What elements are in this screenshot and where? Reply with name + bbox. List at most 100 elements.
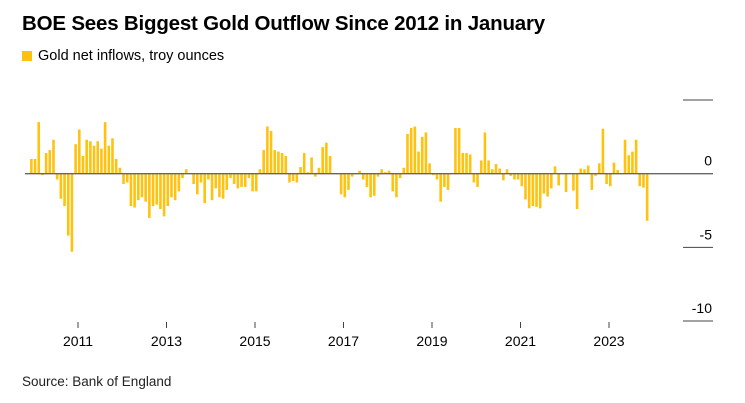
- bar: [387, 170, 391, 174]
- bar: [59, 173, 63, 199]
- bar: [85, 139, 88, 174]
- bar: [144, 173, 147, 202]
- bar: [125, 173, 129, 183]
- bar: [623, 139, 627, 174]
- bar: [597, 163, 601, 174]
- bar: [420, 136, 424, 174]
- bar: [162, 173, 166, 217]
- bar: [159, 173, 162, 210]
- bar: [203, 173, 206, 204]
- bar: [196, 173, 199, 195]
- bar: [310, 157, 313, 174]
- x-tick-label: 2017: [328, 333, 359, 349]
- x-tick-label: 2021: [505, 333, 536, 349]
- bar: [70, 173, 74, 252]
- bar: [395, 173, 398, 198]
- bar: [151, 173, 155, 207]
- bar: [269, 130, 273, 174]
- bar: [214, 173, 218, 189]
- bar: [586, 165, 590, 174]
- bar: [343, 173, 347, 198]
- bar: [184, 169, 188, 174]
- bar: [321, 147, 324, 174]
- bar: [255, 173, 258, 192]
- bar: [424, 132, 428, 174]
- bar: [288, 173, 291, 183]
- bar: [262, 150, 265, 174]
- bar: [369, 173, 372, 198]
- bar: [612, 162, 616, 174]
- bar: [232, 173, 236, 184]
- bar: [579, 168, 583, 174]
- bar: [468, 154, 472, 174]
- bar: [542, 173, 546, 194]
- bar: [454, 127, 457, 174]
- bar: [634, 139, 638, 174]
- legend: Gold net inflows, troy ounces: [22, 48, 224, 64]
- bar: [487, 160, 490, 174]
- bar: [365, 173, 369, 187]
- bar: [520, 173, 524, 187]
- bar: [221, 173, 225, 199]
- bar: [476, 173, 479, 187]
- bar: [509, 173, 513, 176]
- bar: [498, 168, 501, 174]
- bar: [531, 173, 535, 207]
- bar: [44, 153, 48, 174]
- source-note: Source: Bank of England: [22, 374, 172, 389]
- x-tick-label: 2013: [151, 333, 182, 349]
- bar: [118, 167, 122, 174]
- bar: [538, 173, 542, 209]
- bar: [483, 132, 487, 174]
- bar: [170, 173, 173, 198]
- bar: [465, 153, 468, 174]
- bar: [52, 139, 55, 174]
- bar: [575, 173, 579, 210]
- bar: [317, 167, 321, 174]
- bar: [557, 173, 560, 186]
- y-tick-label: -5: [700, 226, 713, 242]
- bar: [78, 129, 81, 174]
- bar: [277, 151, 280, 174]
- bar: [505, 169, 509, 174]
- bar: [148, 173, 151, 218]
- bar: [273, 150, 277, 174]
- bar: [133, 173, 136, 208]
- bar: [314, 173, 317, 177]
- bar: [96, 141, 100, 174]
- bar: [100, 148, 103, 174]
- bar: [572, 173, 575, 191]
- bar: [229, 173, 232, 179]
- bar: [402, 167, 406, 174]
- bar: [302, 153, 306, 174]
- bar: [502, 173, 505, 181]
- bar: [280, 153, 284, 174]
- bar: [339, 173, 343, 195]
- bar: [299, 167, 302, 174]
- bar: [513, 173, 516, 180]
- bar: [564, 173, 568, 193]
- bar: [107, 145, 111, 174]
- bar: [527, 173, 531, 209]
- bar: [583, 169, 586, 174]
- bar: [37, 122, 41, 174]
- bar: [207, 173, 210, 180]
- bar: [472, 173, 476, 183]
- x-tick-label: 2023: [593, 333, 624, 349]
- bar: [55, 173, 59, 180]
- bar: [479, 160, 483, 174]
- bar: [251, 173, 254, 192]
- bar: [129, 173, 133, 207]
- bar: [361, 173, 365, 180]
- bar: [122, 173, 125, 184]
- bar: [446, 173, 450, 190]
- bar: [524, 173, 527, 200]
- bar: [103, 122, 107, 174]
- bar: [594, 173, 597, 176]
- bar: [601, 128, 605, 174]
- bar: [92, 145, 96, 174]
- bar: [391, 173, 395, 192]
- bar: [435, 173, 439, 180]
- bar: [306, 172, 310, 174]
- bar: [413, 126, 417, 174]
